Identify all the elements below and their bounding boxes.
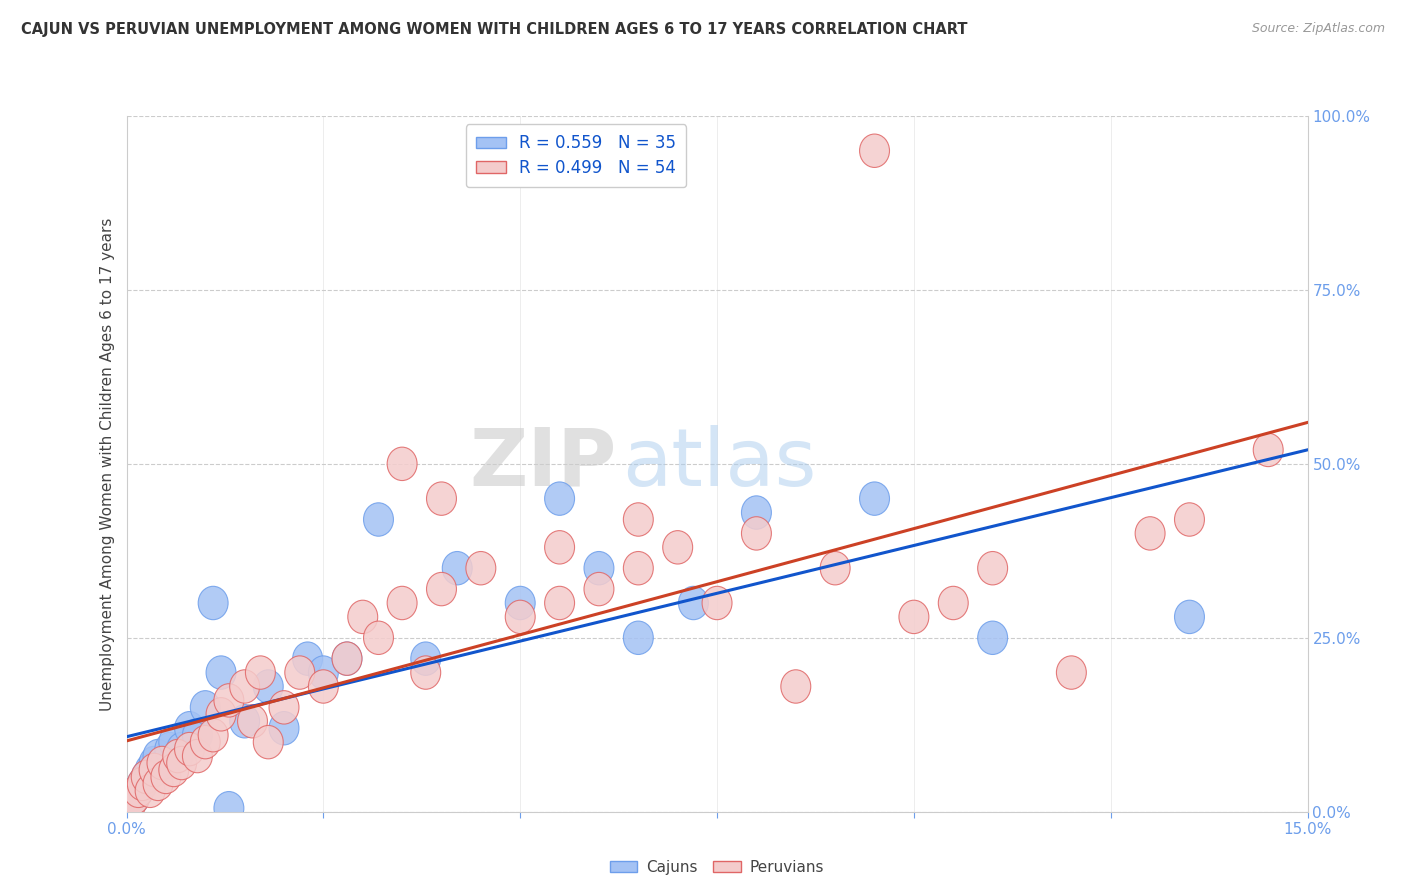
Ellipse shape bbox=[364, 621, 394, 655]
Ellipse shape bbox=[159, 753, 188, 787]
Ellipse shape bbox=[150, 760, 181, 794]
Ellipse shape bbox=[332, 642, 361, 675]
Ellipse shape bbox=[387, 586, 418, 620]
Ellipse shape bbox=[124, 774, 153, 807]
Text: CAJUN VS PERUVIAN UNEMPLOYMENT AMONG WOMEN WITH CHILDREN AGES 6 TO 17 YEARS CORR: CAJUN VS PERUVIAN UNEMPLOYMENT AMONG WOM… bbox=[21, 22, 967, 37]
Ellipse shape bbox=[332, 642, 361, 675]
Ellipse shape bbox=[505, 600, 536, 633]
Ellipse shape bbox=[120, 781, 149, 814]
Ellipse shape bbox=[253, 725, 283, 759]
Ellipse shape bbox=[387, 447, 418, 481]
Ellipse shape bbox=[198, 718, 228, 752]
Ellipse shape bbox=[159, 725, 188, 759]
Ellipse shape bbox=[1135, 516, 1166, 550]
Ellipse shape bbox=[741, 496, 772, 529]
Ellipse shape bbox=[292, 642, 322, 675]
Ellipse shape bbox=[308, 670, 339, 703]
Ellipse shape bbox=[207, 656, 236, 690]
Ellipse shape bbox=[214, 683, 243, 717]
Ellipse shape bbox=[198, 586, 228, 620]
Ellipse shape bbox=[898, 600, 929, 633]
Ellipse shape bbox=[183, 718, 212, 752]
Ellipse shape bbox=[679, 586, 709, 620]
Ellipse shape bbox=[347, 600, 378, 633]
Ellipse shape bbox=[229, 670, 260, 703]
Ellipse shape bbox=[623, 503, 654, 536]
Ellipse shape bbox=[544, 586, 575, 620]
Ellipse shape bbox=[411, 656, 440, 690]
Ellipse shape bbox=[150, 747, 181, 780]
Text: Source: ZipAtlas.com: Source: ZipAtlas.com bbox=[1251, 22, 1385, 36]
Ellipse shape bbox=[702, 586, 733, 620]
Ellipse shape bbox=[623, 551, 654, 585]
Ellipse shape bbox=[131, 760, 162, 794]
Ellipse shape bbox=[139, 747, 169, 780]
Ellipse shape bbox=[269, 712, 299, 745]
Ellipse shape bbox=[139, 753, 169, 787]
Ellipse shape bbox=[190, 690, 221, 724]
Ellipse shape bbox=[174, 712, 204, 745]
Ellipse shape bbox=[780, 670, 811, 703]
Ellipse shape bbox=[583, 551, 614, 585]
Ellipse shape bbox=[544, 482, 575, 516]
Text: atlas: atlas bbox=[623, 425, 817, 503]
Ellipse shape bbox=[148, 747, 177, 780]
Ellipse shape bbox=[977, 621, 1008, 655]
Ellipse shape bbox=[238, 705, 267, 738]
Ellipse shape bbox=[1174, 503, 1205, 536]
Ellipse shape bbox=[214, 791, 243, 825]
Ellipse shape bbox=[269, 690, 299, 724]
Ellipse shape bbox=[583, 573, 614, 606]
Ellipse shape bbox=[183, 739, 212, 772]
Ellipse shape bbox=[505, 586, 536, 620]
Ellipse shape bbox=[859, 134, 890, 168]
Ellipse shape bbox=[1174, 600, 1205, 633]
Ellipse shape bbox=[443, 551, 472, 585]
Ellipse shape bbox=[820, 551, 851, 585]
Ellipse shape bbox=[143, 767, 173, 801]
Y-axis label: Unemployment Among Women with Children Ages 6 to 17 years: Unemployment Among Women with Children A… bbox=[100, 217, 115, 711]
Ellipse shape bbox=[120, 781, 149, 814]
Ellipse shape bbox=[411, 642, 440, 675]
Ellipse shape bbox=[155, 732, 184, 766]
Ellipse shape bbox=[167, 732, 197, 766]
Ellipse shape bbox=[938, 586, 969, 620]
Ellipse shape bbox=[364, 503, 394, 536]
Ellipse shape bbox=[135, 753, 165, 787]
Ellipse shape bbox=[115, 788, 145, 822]
Ellipse shape bbox=[229, 705, 260, 738]
Ellipse shape bbox=[1253, 434, 1284, 467]
Ellipse shape bbox=[124, 774, 153, 807]
Ellipse shape bbox=[128, 767, 157, 801]
Ellipse shape bbox=[977, 551, 1008, 585]
Text: ZIP: ZIP bbox=[470, 425, 617, 503]
Ellipse shape bbox=[859, 482, 890, 516]
Ellipse shape bbox=[131, 760, 162, 794]
Ellipse shape bbox=[246, 656, 276, 690]
Ellipse shape bbox=[465, 551, 496, 585]
Ellipse shape bbox=[1056, 656, 1087, 690]
Ellipse shape bbox=[128, 767, 157, 801]
Ellipse shape bbox=[544, 531, 575, 564]
Ellipse shape bbox=[623, 621, 654, 655]
Ellipse shape bbox=[207, 698, 236, 731]
Ellipse shape bbox=[190, 725, 221, 759]
Ellipse shape bbox=[741, 516, 772, 550]
Ellipse shape bbox=[135, 774, 165, 807]
Ellipse shape bbox=[662, 531, 693, 564]
Ellipse shape bbox=[426, 573, 457, 606]
Ellipse shape bbox=[285, 656, 315, 690]
Ellipse shape bbox=[253, 670, 283, 703]
Legend: Cajuns, Peruvians: Cajuns, Peruvians bbox=[603, 854, 831, 880]
Ellipse shape bbox=[174, 732, 204, 766]
Ellipse shape bbox=[308, 656, 339, 690]
Ellipse shape bbox=[163, 739, 193, 772]
Ellipse shape bbox=[426, 482, 457, 516]
Ellipse shape bbox=[167, 747, 197, 780]
Ellipse shape bbox=[143, 739, 173, 772]
